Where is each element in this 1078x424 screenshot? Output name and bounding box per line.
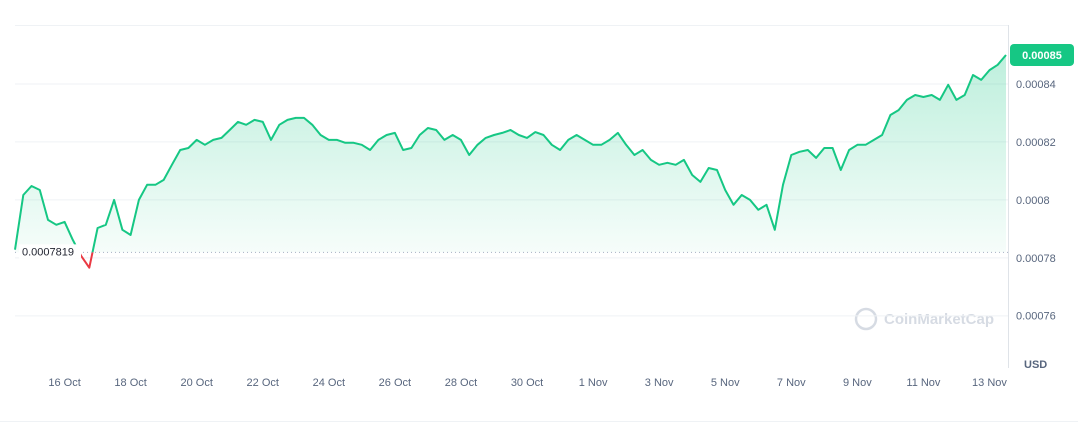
y-tick-label: 0.00078 [1016,253,1056,265]
price-line [14,54,1007,253]
x-tick-label: 3 Nov [645,377,674,389]
x-tick-label: 1 Nov [579,377,608,389]
watermark: CoinMarketCap [854,307,994,331]
x-tick-label: 5 Nov [711,377,740,389]
x-tick-label: 24 Oct [313,377,345,389]
price-area [15,55,1006,253]
x-tick-label: 30 Oct [511,377,543,389]
x-tick-label: 28 Oct [445,377,477,389]
y-tick-label: 0.00082 [1016,137,1056,149]
price-tag [1010,43,1074,66]
x-tick-label: 11 Nov [906,377,941,389]
x-tick-label: 22 Oct [247,377,279,389]
y-tick-label: 0.00076 [1016,311,1056,323]
x-tick-label: 16 Oct [48,377,80,389]
y-tick-label: 0.00084 [1016,79,1056,91]
x-tick-label: 18 Oct [114,377,146,389]
x-tick-label: 7 Nov [777,377,806,389]
x-tick-label: 13 Nov [972,377,1007,389]
watermark-text: CoinMarketCap [884,311,994,328]
x-tick-label: 26 Oct [379,377,411,389]
baseline-label-bg [19,244,81,259]
x-tick-label: 20 Oct [180,377,212,389]
x-tick-label: 9 Nov [843,377,872,389]
baseline-label: 0.0007819 [22,246,74,258]
currency-label: USD [1024,359,1047,371]
y-tick-label: 0.0008 [1016,195,1050,207]
price-tag-label: 0.00085 [1022,50,1062,62]
